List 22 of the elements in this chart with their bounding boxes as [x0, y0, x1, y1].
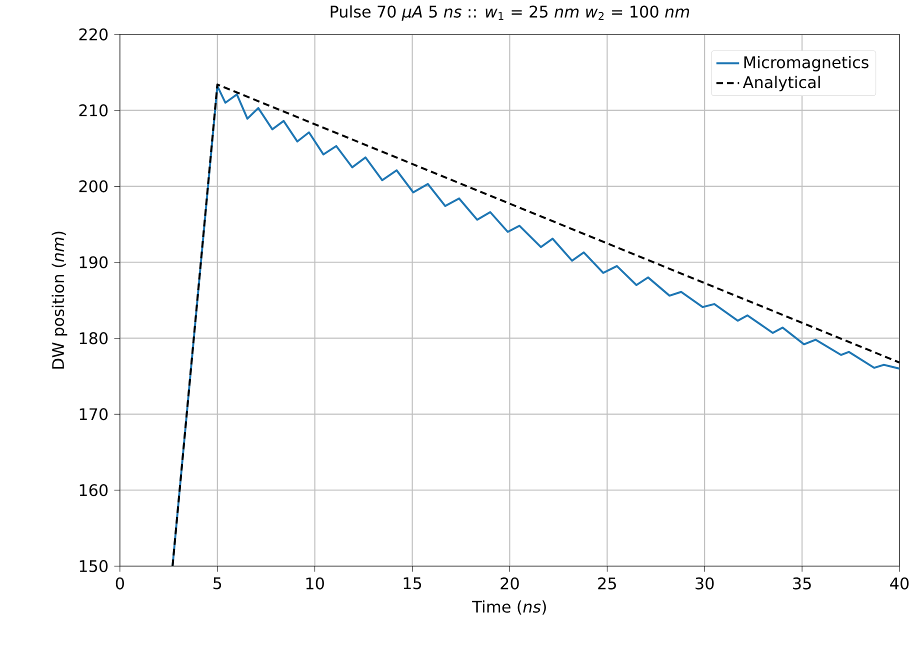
- x-tick-label: 10: [306, 577, 324, 590]
- y-tick-label: 170: [80, 408, 108, 420]
- x-tick-label: 20: [500, 577, 519, 590]
- legend-label: Micromagnetics: [744, 56, 868, 72]
- y-tick-label: 210: [79, 104, 108, 116]
- x-tick-label: 25: [598, 577, 616, 590]
- legend-label: Analytical: [742, 76, 820, 92]
- y-tick-label: 180: [80, 332, 108, 344]
- chart-title: Pulse 70 μA 5 ns :: w$_{1}$ = 25 nm w$_{2}$ = 100 nm: [330, 5, 690, 21]
- x-tick-label: 35: [793, 577, 811, 590]
- x-tick-label: 5: [214, 577, 222, 590]
- x-tick-label: 40: [890, 577, 909, 590]
- x-axis-title: Time (ns): [472, 600, 546, 614]
- y-tick-label: 220: [79, 28, 108, 40]
- x-tick-label: 15: [404, 577, 422, 590]
- y-tick-label: 160: [80, 484, 108, 496]
- y-tick-label: 200: [79, 180, 108, 192]
- x-tick-label: 30: [696, 577, 714, 590]
- y-tick-label: 150: [80, 560, 108, 572]
- y-axis-title: DW position (nm): [52, 232, 68, 368]
- x-tick-label: 0: [116, 577, 124, 590]
- y-tick-label: 190: [80, 256, 108, 268]
